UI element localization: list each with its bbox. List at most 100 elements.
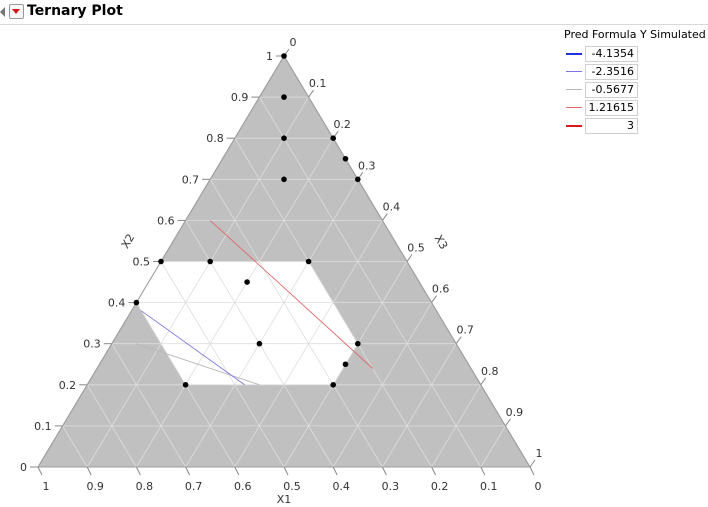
data-point [256,340,263,347]
right-axis-tick [529,459,536,468]
bottom-axis-tick-label: 0.4 [332,480,350,493]
grid-line-x3 [332,302,432,468]
legend-swatch [566,89,582,90]
bottom-axis-tick-label: 0.9 [86,480,104,493]
left-axis-tick-label: 0.3 [83,338,101,351]
legend-entry[interactable]: 3 [562,118,642,134]
right-axis-tick-label: 0.5 [407,242,425,255]
legend-value-field[interactable]: -0.5677 [585,82,638,98]
right-axis-tick-label: 0.3 [358,159,376,172]
data-point [133,299,140,306]
grid-line-x3 [431,384,482,468]
bottom-axis-tick [283,466,289,476]
grid-line-x3 [480,425,506,468]
x2-axis-label: X2 [119,232,138,251]
right-axis-tick-label: 0.6 [432,283,450,296]
x3-axis-label: X3 [432,233,451,252]
bottom-axis-tick-label: 0.7 [185,480,203,493]
disclosure-triangle-icon[interactable] [0,7,5,17]
right-axis-tick-label: 0 [290,36,297,49]
right-axis-tick-label: 0.9 [506,406,524,419]
data-point [281,94,287,100]
red-triangle-menu-icon[interactable] [9,4,24,19]
bottom-axis-tick [529,466,535,476]
left-axis-tick-label: 0.1 [34,420,52,433]
bottom-axis-tick-label: 1 [43,480,50,493]
data-point [342,155,349,162]
data-point [330,135,337,141]
contour-line [141,310,245,386]
bottom-axis-tick-label: 0.6 [234,480,252,493]
grid-line-x1 [209,179,383,468]
data-point [244,279,250,285]
bottom-axis-tick [86,466,92,476]
left-axis-tick-label: 0.7 [182,173,200,186]
data-point [158,258,164,265]
bottom-axis-tick [185,466,191,476]
data-point [182,382,189,388]
grid-line-x1 [259,96,482,468]
data-point [330,382,337,388]
grid-line-x3 [86,96,309,468]
legend-value-field[interactable]: -2.3516 [585,64,638,80]
bottom-axis-tick [431,466,437,476]
legend-entry[interactable]: -0.5677 [562,82,642,98]
right-axis-tick-label: 1 [536,447,543,460]
bottom-axis-tick [332,466,338,476]
data-point [281,135,287,141]
data-point [305,258,312,265]
legend-entry[interactable]: 1.21615 [562,100,642,116]
data-point [207,258,213,265]
right-axis-tick [308,89,315,98]
left-axis-tick-label: 0.5 [133,256,151,269]
page-title: Ternary Plot [27,3,123,19]
data-point [342,361,349,368]
left-axis-tick-label: 0.9 [231,91,249,104]
right-axis-tick [406,254,413,262]
outline-header: Ternary Plot [0,0,708,25]
bottom-axis-tick-label: 0.8 [136,480,154,493]
bottom-axis-tick [135,466,141,476]
bottom-axis-tick-label: 0.5 [283,480,301,493]
right-axis-tick [431,295,438,303]
right-axis-tick [455,336,462,344]
x1-axis-label: X1 [277,493,292,506]
legend-swatch [566,125,582,127]
bottom-axis-tick-label: 0 [535,480,542,493]
bottom-axis-tick-label: 0.1 [480,480,498,493]
right-axis-tick [480,377,487,386]
legend-entry[interactable]: -4.1354 [562,46,642,62]
grid-line-x1 [86,384,137,468]
legend-value-field[interactable]: 1.21615 [585,100,638,116]
data-point [281,53,287,59]
legend-value-field[interactable]: 3 [585,118,638,134]
left-axis-tick-label: 1 [266,50,273,63]
contour-line [136,343,260,386]
legend-entry[interactable]: -2.3516 [562,64,642,80]
data-point [355,340,361,347]
bottom-axis-tick [480,466,486,476]
bottom-axis-tick [234,466,240,476]
right-axis-tick-label: 0.7 [456,324,474,337]
left-axis-tick-label: 0.2 [59,379,77,392]
legend-swatch [566,107,582,108]
grid-line-x3 [382,343,457,468]
right-axis-tick-label: 0.8 [481,365,499,378]
right-axis-tick-label: 0.4 [383,200,401,213]
bottom-axis-tick-label: 0.2 [431,480,449,493]
grid-line-x1 [62,425,88,468]
grid-line-x1 [111,343,186,468]
left-axis-tick-label: 0.6 [157,214,175,227]
grid-line-x3 [185,179,359,468]
right-axis-tick-label: 0.2 [333,118,351,131]
legend-value-field[interactable]: -4.1354 [585,46,638,62]
legend-swatch [566,53,582,55]
legend-title: Pred Formula Y Simulated 2 [564,28,708,41]
left-axis-tick-label: 0.8 [206,132,224,145]
right-axis-tick-label: 0.1 [309,77,327,90]
data-point [281,176,287,183]
contour-line [209,220,373,369]
legend-swatch [566,71,582,72]
data-point [355,176,361,183]
